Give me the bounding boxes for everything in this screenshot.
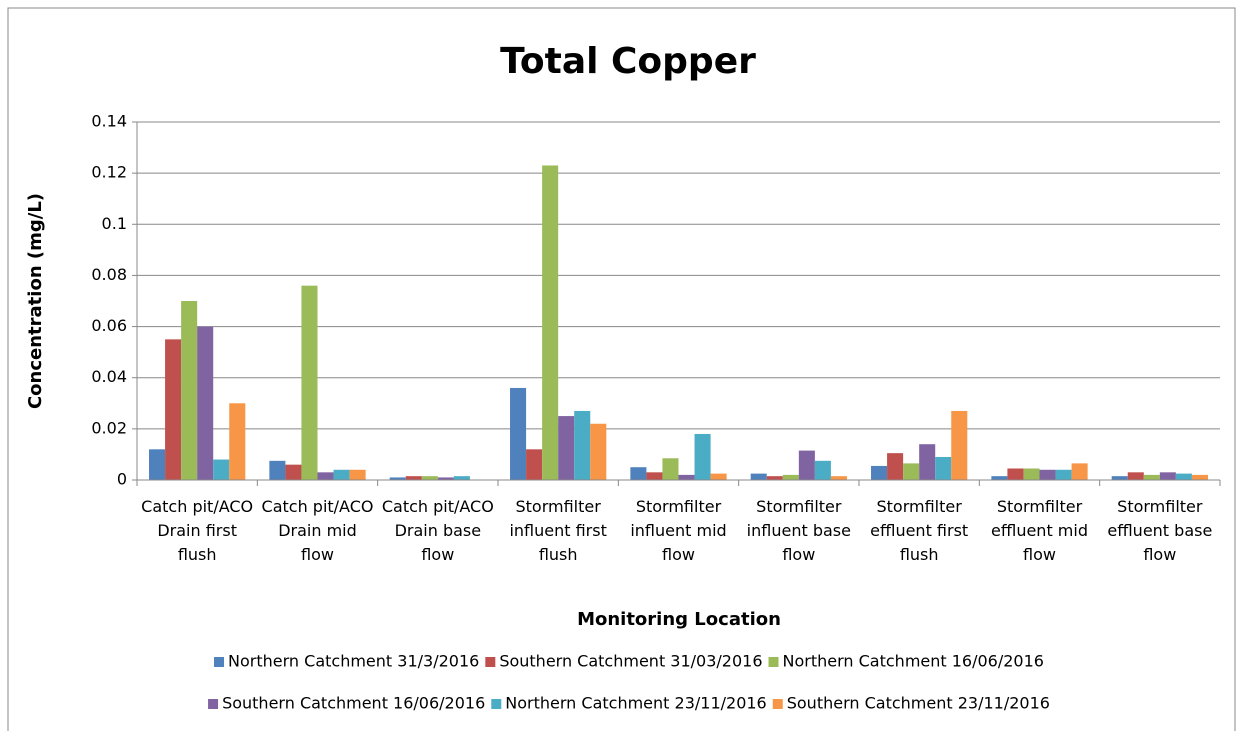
bar — [1007, 468, 1024, 480]
bar — [1023, 468, 1040, 480]
x-tick-label: Stormfilter effluent first flush — [870, 497, 968, 564]
bar — [574, 410, 591, 480]
bar — [1143, 474, 1160, 480]
bar — [453, 476, 470, 480]
legend-label: Northern Catchment 16/06/2016 — [783, 652, 1044, 671]
bar — [165, 339, 182, 480]
bar — [558, 416, 575, 480]
legend-swatch — [485, 657, 496, 667]
bar — [405, 476, 422, 480]
legend-item: Northern Catchment 23/11/2016 — [491, 694, 767, 713]
y-tick-label: 0.1 — [102, 214, 127, 233]
bar — [646, 472, 663, 480]
x-tick-label: Stormfilter effluent base flow — [1107, 497, 1212, 564]
bar — [694, 433, 711, 480]
bar — [1055, 469, 1072, 480]
bar — [590, 423, 607, 480]
bar — [1175, 473, 1192, 480]
bar — [1071, 463, 1088, 480]
bar — [301, 285, 318, 480]
legend-item: Northern Catchment 31/3/2016 — [214, 652, 479, 671]
bar — [630, 467, 647, 480]
bar — [1191, 474, 1208, 480]
legend-item: Northern Catchment 16/06/2016 — [768, 652, 1044, 671]
bar — [349, 469, 366, 480]
y-tick-label: 0 — [117, 470, 127, 489]
bar — [678, 474, 695, 480]
y-tick-label: 0.06 — [91, 316, 127, 335]
y-tick-label: 0.04 — [91, 367, 127, 386]
bar — [542, 165, 559, 480]
legend-item: Southern Catchment 23/11/2016 — [772, 694, 1050, 713]
bar — [149, 449, 166, 480]
bar — [887, 453, 904, 480]
bar — [229, 403, 246, 480]
x-tick-label: Catch pit/ACO Drain first flush — [141, 497, 253, 564]
legend-label: Northern Catchment 31/3/2016 — [228, 652, 479, 671]
bar — [951, 410, 968, 480]
legend-swatch — [214, 657, 225, 667]
bar — [421, 476, 438, 480]
x-tick-label: Catch pit/ACO Drain mid flow — [262, 497, 374, 564]
bar — [285, 464, 302, 480]
bar — [1127, 472, 1144, 480]
bar — [750, 473, 767, 480]
bar — [181, 301, 198, 480]
x-tick-label: Catch pit/ACO Drain base flow — [382, 497, 494, 564]
bar — [1039, 469, 1056, 480]
legend-label: Southern Catchment 31/03/2016 — [499, 652, 762, 671]
y-axis-title: Concentration (mg/L) — [25, 193, 46, 409]
chart-title: Total Copper — [500, 41, 756, 82]
bar — [1111, 476, 1128, 480]
bar — [830, 476, 847, 480]
bar — [317, 472, 334, 480]
bar — [766, 476, 783, 480]
bar — [510, 387, 527, 480]
bar — [814, 460, 831, 480]
legend-swatch — [491, 699, 502, 709]
bar — [710, 473, 727, 480]
legend-label: Southern Catchment 16/06/2016 — [222, 694, 485, 713]
y-tick-label: 0.12 — [91, 163, 127, 182]
bar — [871, 465, 888, 480]
bar — [935, 456, 952, 480]
bar — [903, 463, 920, 480]
legend-item: Southern Catchment 16/06/2016 — [208, 694, 485, 713]
x-tick-label: Stormfilter influent mid flow — [630, 497, 726, 564]
bar — [798, 450, 815, 480]
y-tick-label: 0.08 — [91, 265, 127, 284]
legend-label: Southern Catchment 23/11/2016 — [787, 694, 1050, 713]
bar — [662, 458, 679, 480]
bar — [333, 469, 350, 480]
bar — [991, 476, 1008, 480]
y-tick-label: 0.02 — [91, 418, 127, 437]
y-tick-label: 0.14 — [91, 112, 127, 131]
legend-swatch — [208, 699, 219, 709]
bar — [197, 326, 214, 480]
bar — [213, 459, 230, 480]
x-axis-title: Monitoring Location — [577, 609, 781, 630]
legend-swatch — [768, 657, 779, 667]
bar — [269, 460, 286, 480]
legend-swatch — [772, 699, 783, 709]
legend-item: Southern Catchment 31/03/2016 — [485, 652, 763, 671]
bar — [437, 477, 454, 480]
bar — [919, 444, 936, 480]
bar — [1159, 472, 1176, 480]
bar — [782, 474, 799, 480]
x-tick-label: Stormfilter influent base flow — [747, 497, 851, 564]
bar — [389, 477, 406, 480]
chart-frame — [7, 7, 1236, 731]
bar — [526, 449, 543, 480]
x-tick-label: Stormfilter influent first flush — [509, 497, 606, 564]
x-tick-label: Stormfilter effluent mid flow — [991, 497, 1088, 564]
legend-label: Northern Catchment 23/11/2016 — [505, 694, 766, 713]
